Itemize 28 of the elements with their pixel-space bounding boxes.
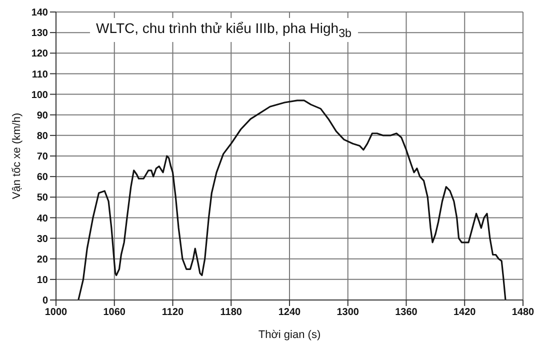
y-tick-label: 20 [36, 254, 48, 266]
y-tick-label: 50 [36, 192, 48, 204]
y-tick-label: 120 [31, 48, 48, 60]
text: WLTC, chu trình thử kiểu IIIb, pha High$_{3b}$ [90, 18, 358, 42]
y-tick-label: 70 [36, 152, 48, 163]
x-tick-label: 1000 [44, 307, 68, 318]
x-tick-label: 1060 [103, 307, 126, 318]
x-tick-label: 1120 [162, 307, 184, 318]
y-tick-label: 0 [42, 296, 48, 307]
line-series [78, 100, 506, 300]
y-tick-label: 40 [36, 213, 48, 224]
x-tick-label: 1300 [336, 307, 360, 318]
x-tick-label: 1360 [395, 307, 418, 318]
y-axis-title: Vận tốc xe (km/h) [10, 112, 23, 200]
y-tick-label: 110 [32, 69, 48, 80]
y-tick-label: 100 [31, 90, 48, 101]
x-tick-label: 1240 [278, 307, 302, 318]
x-tick-label: 1480 [512, 307, 535, 318]
x-axis-title: Thời gian (s) [258, 329, 321, 341]
y-tick-label: 80 [36, 130, 48, 142]
x-tick-label: 1180 [220, 307, 242, 318]
y-tick-label: 90 [36, 110, 48, 122]
x-tick-label: 1420 [454, 307, 476, 318]
y-tick-label: 60 [36, 172, 48, 184]
y-tick-label: 140 [31, 8, 48, 19]
y-tick-label: 130 [31, 28, 48, 40]
y-tick-label: 10 [36, 274, 48, 286]
y-tick-label: 30 [36, 234, 48, 245]
